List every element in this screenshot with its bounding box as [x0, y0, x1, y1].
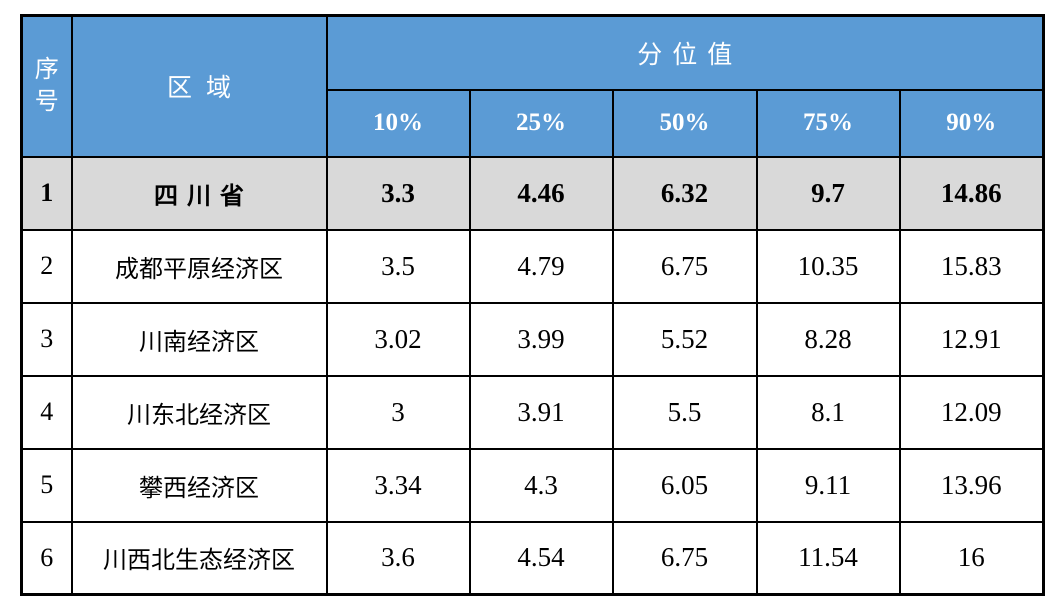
table-row-chengdu-plain: 2 成都平原经济区 3.5 4.79 6.75 10.35 15.83	[20, 228, 1045, 304]
col-header-p10: 10%	[325, 88, 471, 158]
value-cell-p90: 12.91	[898, 301, 1045, 377]
value-cell-p50: 5.52	[611, 301, 758, 377]
value-cell-p90: 15.83	[898, 228, 1045, 304]
value-cell-p25: 3.91	[468, 374, 614, 450]
value-cell-p10: 3	[325, 374, 471, 450]
col-header-p75: 75%	[755, 88, 901, 158]
value-cell-p75: 8.28	[755, 301, 901, 377]
col-header-p50: 50%	[611, 88, 758, 158]
value-cell-p25: 4.46	[468, 155, 614, 231]
value-cell-p90: 14.86	[898, 155, 1045, 231]
percentile-table: 序号 区域 分位值 10% 25% 50% 75% 90% 1 四川省 3.3 …	[20, 14, 1046, 596]
region-cell: 四川省	[70, 155, 328, 231]
value-cell-p25: 4.54	[468, 520, 614, 596]
value-cell-p10: 3.6	[325, 520, 471, 596]
table-row-sichuan-province: 1 四川省 3.3 4.46 6.32 9.7 14.86	[20, 155, 1045, 231]
value-cell-p25: 4.79	[468, 228, 614, 304]
col-header-seq: 序号	[20, 14, 73, 158]
col-header-percentile-group: 分位值	[325, 14, 1045, 91]
value-cell-p75: 9.11	[755, 447, 901, 523]
region-cell: 攀西经济区	[70, 447, 328, 523]
value-cell-p10: 3.34	[325, 447, 471, 523]
table-row-northeast-sichuan: 4 川东北经济区 3 3.91 5.5 8.1 12.09	[20, 374, 1045, 450]
value-cell-p25: 4.3	[468, 447, 614, 523]
value-cell-p50: 6.05	[611, 447, 758, 523]
col-header-seq-label: 序号	[34, 56, 59, 116]
value-cell-p75: 9.7	[755, 155, 901, 231]
seq-cell: 1	[20, 155, 73, 231]
col-header-p90: 90%	[898, 88, 1045, 158]
value-cell-p50: 6.75	[611, 520, 758, 596]
seq-cell: 3	[20, 301, 73, 377]
region-cell: 成都平原经济区	[70, 228, 328, 304]
seq-cell: 2	[20, 228, 73, 304]
value-cell-p10: 3.3	[325, 155, 471, 231]
table-row-south-sichuan: 3 川南经济区 3.02 3.99 5.52 8.28 12.91	[20, 301, 1045, 377]
table-row-northwest-sichuan-eco: 6 川西北生态经济区 3.6 4.54 6.75 11.54 16	[20, 520, 1045, 596]
value-cell-p10: 3.5	[325, 228, 471, 304]
seq-cell: 4	[20, 374, 73, 450]
table-row-panxi: 5 攀西经济区 3.34 4.3 6.05 9.11 13.96	[20, 447, 1045, 523]
value-cell-p75: 8.1	[755, 374, 901, 450]
value-cell-p75: 10.35	[755, 228, 901, 304]
region-cell: 川东北经济区	[70, 374, 328, 450]
value-cell-p90: 12.09	[898, 374, 1045, 450]
col-header-region: 区域	[70, 14, 328, 158]
value-cell-p90: 16	[898, 520, 1045, 596]
col-header-p25: 25%	[468, 88, 614, 158]
value-cell-p75: 11.54	[755, 520, 901, 596]
seq-cell: 5	[20, 447, 73, 523]
region-cell: 川南经济区	[70, 301, 328, 377]
header-row-group: 序号 区域 分位值	[20, 14, 1045, 158]
region-cell: 川西北生态经济区	[70, 520, 328, 596]
value-cell-p50: 5.5	[611, 374, 758, 450]
value-cell-p50: 6.75	[611, 228, 758, 304]
value-cell-p25: 3.99	[468, 301, 614, 377]
value-cell-p90: 13.96	[898, 447, 1045, 523]
value-cell-p10: 3.02	[325, 301, 471, 377]
seq-cell: 6	[20, 520, 73, 596]
value-cell-p50: 6.32	[611, 155, 758, 231]
header-row-percentiles: 10% 25% 50% 75% 90%	[22, 88, 1045, 158]
table-container: 序号 区域 分位值 10% 25% 50% 75% 90% 1 四川省 3.3 …	[20, 14, 1046, 596]
